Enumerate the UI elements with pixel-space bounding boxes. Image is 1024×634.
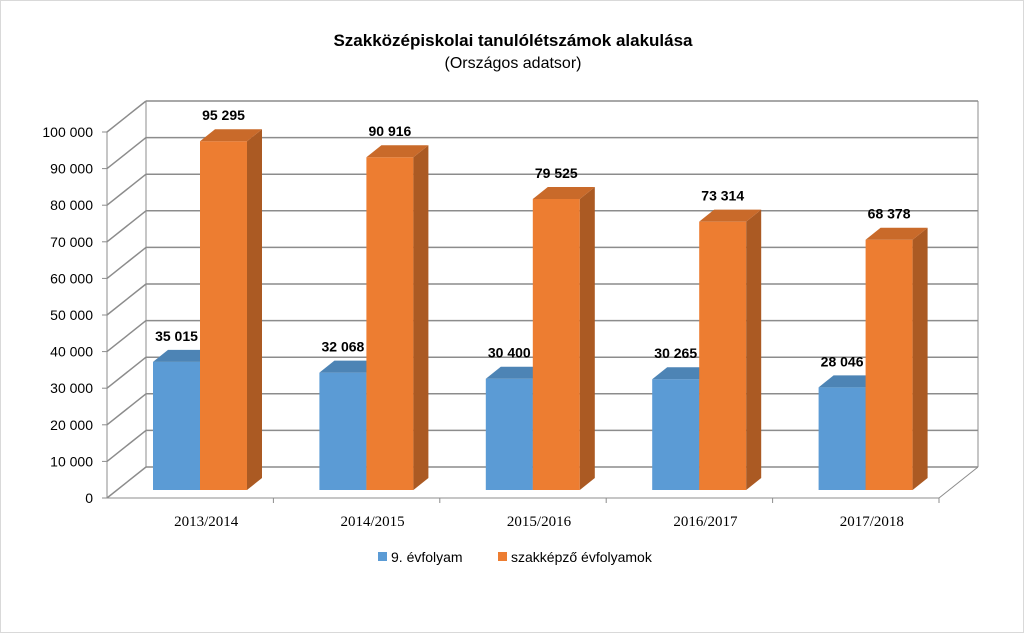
y-tick-label: 0	[85, 490, 93, 506]
y-tick-label: 100 000	[42, 124, 93, 140]
bar-front-face	[319, 372, 367, 490]
chart-subtitle: (Országos adatsor)	[445, 55, 582, 72]
bar-top-face	[200, 129, 262, 142]
gridline-side	[106, 429, 147, 462]
bar-front-face	[532, 198, 580, 490]
legend-label: szakképző évfolyamok	[511, 549, 653, 565]
bar-front-face	[366, 157, 414, 490]
chart-title: Szakközépiskolai tanulólétszámok alakulá…	[333, 31, 693, 50]
bar-top-face	[532, 186, 595, 199]
data-label: 68 378	[868, 206, 911, 222]
legend: 9. évfolyam szakképző évfolyamok	[378, 549, 653, 565]
gridline-side	[106, 320, 147, 353]
y-tick-label: 30 000	[50, 380, 93, 396]
data-label: 95 295	[202, 107, 245, 123]
bar-top-face	[319, 360, 382, 373]
legend-swatch	[498, 552, 507, 561]
gridline-side	[106, 246, 147, 279]
x-category-label: 2014/2015	[341, 514, 405, 530]
y-axis-ticks: 0 10 000 20 000 30 000 40 000 50 000 60 000 70 …	[42, 124, 107, 506]
y-tick-label: 90 000	[50, 161, 93, 177]
floor-right-edge	[938, 466, 979, 499]
bar-front-face	[865, 239, 913, 490]
bar-top-face	[366, 145, 429, 158]
bar-front-face	[153, 361, 200, 490]
bars	[153, 129, 928, 491]
y-tick-label: 80 000	[50, 197, 93, 213]
bar-top-face	[652, 367, 715, 380]
y-tick-label: 50 000	[50, 307, 93, 323]
bar-front-face	[485, 378, 533, 490]
bar-series2	[865, 227, 928, 491]
data-label: 32 068	[321, 339, 364, 355]
gridline-side	[106, 137, 147, 170]
data-label: 35 015	[155, 328, 198, 344]
y-tick-label: 70 000	[50, 234, 93, 250]
data-label: 90 916	[368, 123, 411, 139]
bar-top-face	[153, 349, 215, 362]
data-label: 30 265	[654, 345, 697, 361]
data-label: 28 046	[821, 353, 864, 369]
x-category-label: 2013/2014	[174, 514, 239, 530]
legend-label: 9. évfolyam	[391, 549, 463, 565]
data-labels: 35 015 95 295 32 068 90 916 30 400 79 525 30 2…	[155, 107, 911, 369]
bar-side-face	[579, 186, 595, 490]
gridline-side	[106, 210, 147, 243]
gridline-side	[106, 356, 147, 389]
data-label: 73 314	[701, 188, 744, 204]
bar-top-face	[485, 366, 548, 379]
y-tick-label: 40 000	[50, 344, 93, 360]
y-tick-label: 10 000	[50, 453, 93, 469]
bar-front-face	[699, 221, 747, 490]
x-category-label: 2015/2016	[507, 514, 572, 530]
bar-front-face	[818, 387, 866, 490]
y-tick-label: 20 000	[50, 417, 93, 433]
bar-side-face	[912, 227, 928, 491]
bar-series2	[532, 186, 595, 490]
gridline-side	[106, 466, 147, 499]
gridline-side	[106, 283, 147, 316]
y-tick-label: 60 000	[50, 270, 93, 286]
bar-top-face	[818, 375, 881, 388]
data-label: 30 400	[488, 345, 531, 361]
bar-side-face	[247, 129, 262, 490]
bar-series2	[366, 145, 429, 490]
x-category-label: 2017/2018	[840, 514, 904, 530]
gridline-side	[106, 100, 147, 133]
gridline-side	[106, 393, 147, 426]
legend-swatch	[378, 552, 387, 561]
bar-side-face	[746, 209, 762, 490]
bar-series2	[699, 209, 762, 490]
bar-front-face	[200, 141, 247, 490]
bar-top-face	[865, 227, 928, 240]
x-axis-categories: 2013/2014 2014/2015 2015/2016 2016/2017 2017…	[174, 498, 940, 530]
data-label: 79 525	[535, 165, 578, 181]
bar-top-face	[699, 209, 762, 222]
gridline-side	[106, 173, 147, 206]
bar-side-face	[413, 145, 429, 490]
bar-front-face	[652, 379, 700, 490]
x-category-label: 2016/2017	[673, 514, 738, 530]
bar-series2	[200, 129, 262, 490]
